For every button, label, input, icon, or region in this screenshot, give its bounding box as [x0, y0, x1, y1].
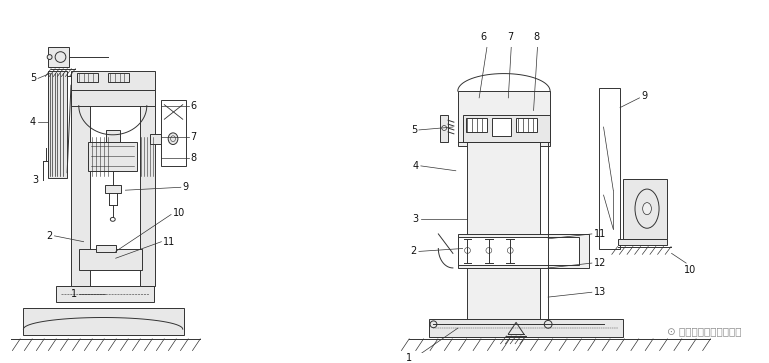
- Polygon shape: [458, 91, 550, 146]
- Bar: [71, 88, 91, 286]
- Text: 8: 8: [191, 153, 197, 163]
- Bar: [106, 130, 120, 142]
- Text: 7: 7: [191, 132, 197, 142]
- Bar: [428, 319, 623, 337]
- Ellipse shape: [55, 52, 66, 62]
- Bar: [71, 88, 155, 106]
- Text: 11: 11: [163, 237, 175, 247]
- Text: 7: 7: [507, 32, 514, 42]
- Ellipse shape: [47, 54, 52, 60]
- Bar: [77, 73, 98, 82]
- Bar: [71, 71, 155, 90]
- Text: 6: 6: [191, 101, 197, 111]
- Text: ⊙ 五金冲压模具设计教学: ⊙ 五金冲压模具设计教学: [667, 326, 741, 336]
- Polygon shape: [458, 234, 589, 268]
- Bar: [161, 100, 185, 166]
- Text: 1: 1: [406, 353, 412, 363]
- Text: 4: 4: [30, 117, 36, 127]
- Bar: [463, 115, 550, 142]
- Bar: [105, 185, 121, 193]
- Text: 10: 10: [684, 265, 697, 275]
- Text: 12: 12: [594, 258, 606, 268]
- Text: 9: 9: [641, 91, 647, 101]
- Text: 4: 4: [413, 161, 419, 171]
- Text: 8: 8: [534, 32, 540, 42]
- Polygon shape: [468, 142, 541, 319]
- Ellipse shape: [430, 321, 437, 328]
- Bar: [618, 239, 667, 245]
- Bar: [441, 115, 448, 142]
- Bar: [48, 71, 67, 178]
- Bar: [48, 47, 69, 67]
- Text: 13: 13: [594, 287, 606, 297]
- Bar: [458, 237, 579, 265]
- Text: 3: 3: [413, 214, 419, 224]
- Bar: [140, 88, 155, 286]
- Ellipse shape: [643, 203, 651, 215]
- Bar: [492, 118, 511, 136]
- Text: 2: 2: [46, 231, 52, 241]
- Bar: [56, 286, 154, 302]
- Bar: [108, 73, 129, 82]
- Text: 6: 6: [480, 32, 486, 42]
- Ellipse shape: [635, 189, 659, 228]
- Text: 2: 2: [411, 246, 417, 256]
- Bar: [465, 118, 487, 132]
- Text: 5: 5: [411, 125, 417, 135]
- Text: 9: 9: [183, 182, 189, 192]
- Bar: [623, 179, 667, 239]
- Text: 5: 5: [30, 73, 36, 83]
- Bar: [516, 118, 538, 132]
- Text: 3: 3: [32, 175, 38, 185]
- Text: 1: 1: [71, 289, 77, 299]
- Bar: [150, 134, 161, 143]
- Bar: [78, 249, 142, 270]
- Bar: [96, 245, 115, 252]
- Bar: [23, 308, 184, 335]
- Bar: [599, 88, 620, 249]
- Ellipse shape: [168, 133, 178, 144]
- Text: 10: 10: [173, 208, 185, 217]
- Text: 11: 11: [594, 229, 606, 239]
- Bar: [88, 142, 137, 171]
